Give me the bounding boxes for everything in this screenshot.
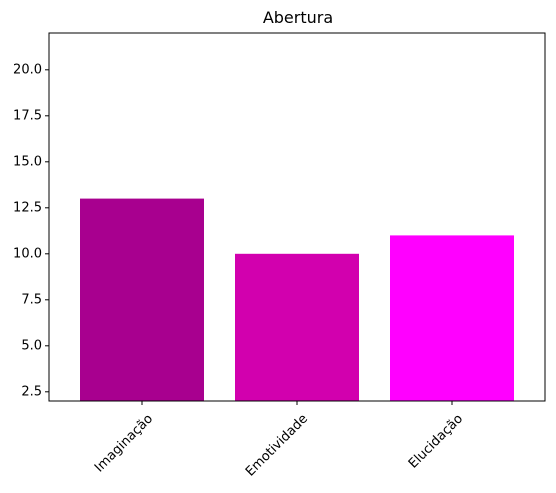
x-axis: Imaginação Emotividade Elucidação: [92, 401, 466, 480]
y-tick-label: 20.0: [13, 62, 42, 77]
x-tick-label: Elucidação: [406, 411, 466, 471]
bar-2: [235, 253, 359, 401]
y-axis: 2.5 5.0 7.5 10.0 12.5 15.0 17.5 20.0: [13, 62, 49, 399]
y-tick-label: 15.0: [13, 154, 42, 169]
x-tick-label: Emotividade: [243, 411, 311, 479]
bars-layer: [80, 198, 514, 401]
x-tick-label: Imaginação: [92, 411, 156, 475]
y-tick-label: 10.0: [13, 246, 42, 261]
y-tick-label: 7.5: [21, 292, 42, 307]
y-tick-label: 5.0: [21, 338, 42, 353]
y-tick-label: 12.5: [13, 200, 42, 215]
y-tick-label: 17.5: [13, 108, 42, 123]
y-tick-label: 2.5: [21, 384, 42, 399]
chart-title: Abertura: [263, 8, 333, 27]
bar-3: [390, 235, 514, 401]
bar-1: [80, 198, 204, 401]
